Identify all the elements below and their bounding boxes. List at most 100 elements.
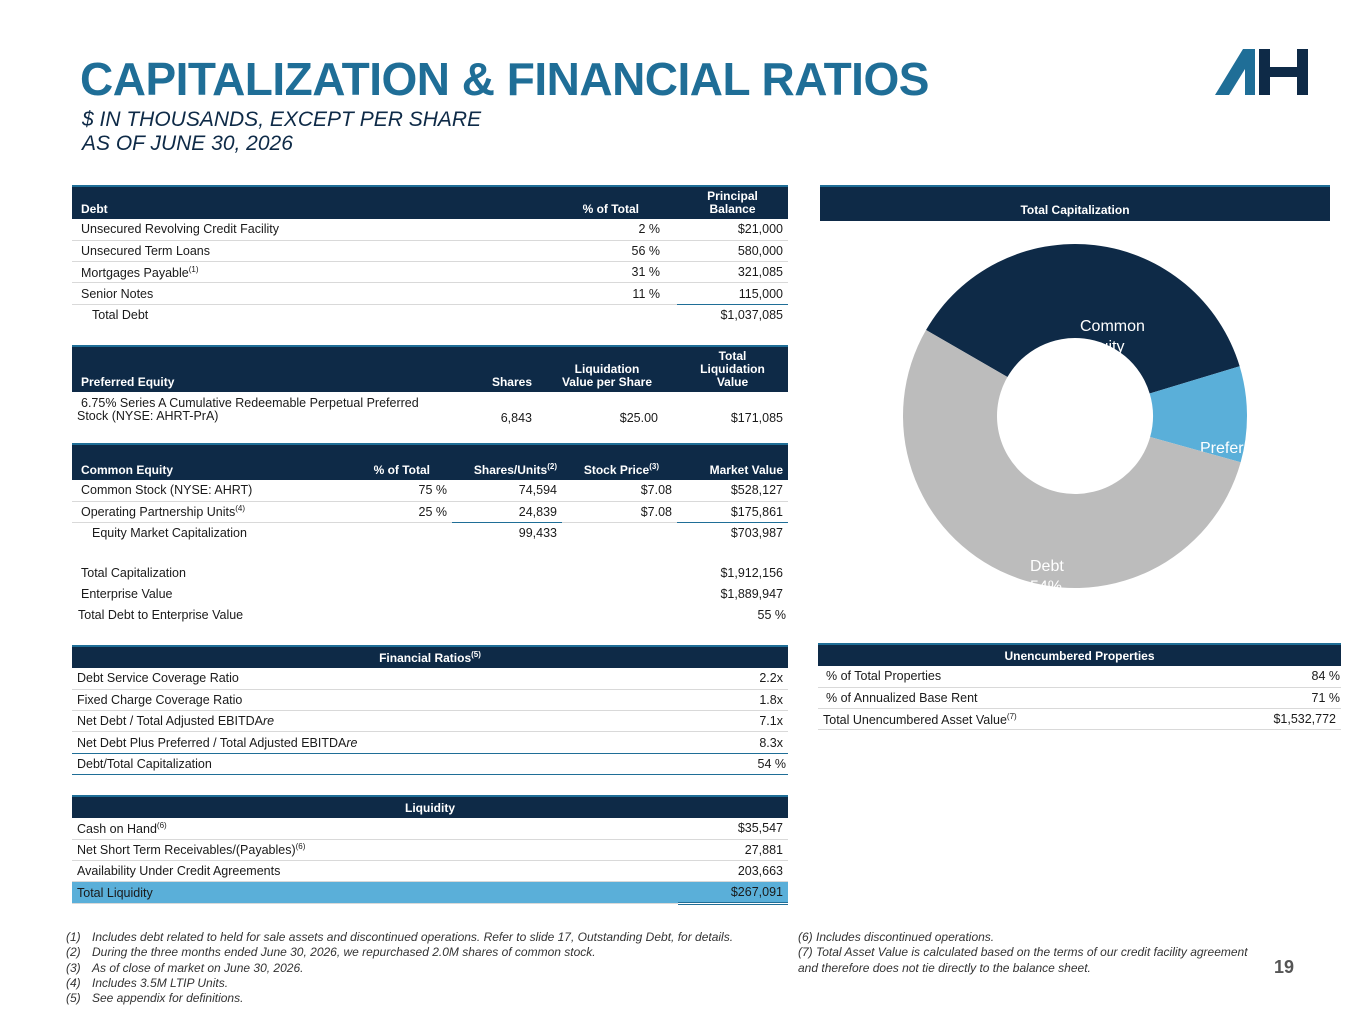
financial-ratios-header: Financial Ratios [379, 651, 472, 665]
preferred-shares: 6,843 [500, 411, 532, 425]
ratio-value: 54 % [672, 753, 788, 775]
footnote-text: Includes debt related to held for sale a… [92, 930, 734, 944]
debt-header-row: Debt % of Total Principal Balance [72, 185, 788, 219]
debt-row-label: Senior Notes [81, 286, 154, 301]
principal-balance-col-header: Principal Balance [677, 185, 788, 219]
donut-slice-preferred-equity [1149, 366, 1247, 463]
debt-row: Unsecured Term Loans 56 % 580,000 [72, 240, 788, 263]
footnote: (1) Includes debt related to held for sal… [66, 930, 733, 945]
pct-total-col-header: % of Total [522, 185, 677, 219]
chart-title: Total Capitalization [820, 185, 1330, 221]
page-number: 19 [1274, 957, 1295, 977]
ratio-label-suffix: re [262, 714, 275, 729]
common-row-pct: 25 % [354, 501, 452, 524]
common-row-price: $7.08 [562, 480, 677, 502]
footnote-text: During the three months ended June 30, 2… [92, 945, 596, 960]
common-row-label: Operating Partnership Units [81, 505, 236, 520]
donut-label-debt: Debt 54% [1030, 558, 1064, 596]
common-row-shares: 24,839 [452, 501, 562, 524]
shares-col-header: Shares [462, 345, 537, 392]
enterprise-value-value: $1,889,947 [720, 586, 783, 601]
footnote-marker: (7) [1006, 711, 1017, 721]
common-row-label: Common Stock (NYSE: AHRT) [81, 483, 253, 498]
page-subtitle-units: $ IN THOUSANDS, EXCEPT PER SHARE [82, 108, 482, 131]
footnote-marker: (6) [156, 820, 167, 830]
footnote-marker: (5) [471, 650, 481, 659]
preferred-equity-table: Preferred Equity Shares Liquidation Value… [72, 345, 788, 428]
common-row-value: $528,127 [677, 480, 788, 502]
market-value-col-header: Market Value [677, 443, 788, 480]
donut-slice-debt [902, 330, 1241, 589]
unencumbered-value: $1,532,772 [1218, 708, 1341, 731]
unencumbered-header: Unencumbered Properties [818, 643, 1341, 666]
footnote: (4) Includes 3.5M LTIP Units. [66, 976, 733, 991]
ratio-value: 1.8x [672, 689, 788, 712]
unencumbered-label: Total Unencumbered Asset Value [823, 712, 1007, 727]
debt-row-balance: 115,000 [677, 282, 788, 305]
liquidity-row: Cash on Hand(6) $35,547 [72, 818, 788, 840]
total-liquidity-label: Total Liquidity [72, 881, 678, 904]
liquidity-row: Availability Under Credit Agreements 203… [72, 860, 788, 883]
footnote: (2) During the three months ended June 30… [66, 945, 733, 960]
footnotes-right: (6) Includes discontinued operations. (7… [798, 930, 1248, 976]
total-liquidity-value: $267,091 [678, 881, 788, 905]
footnote-number: (2) [66, 945, 81, 960]
footnote-number: (5) [66, 991, 81, 1006]
debt-to-ev-label: Total Debt to Enterprise Value [78, 608, 244, 623]
liquidity-label: Net Short Term Receivables/(Payables) [77, 843, 296, 858]
unencumbered-label: % of Annualized Base Rent [818, 687, 1218, 710]
ratio-label: Fixed Charge Coverage Ratio [72, 689, 672, 712]
ratio-value: 7.1x [672, 710, 788, 733]
total-capitalization-label: Total Capitalization [81, 565, 186, 580]
common-row: Operating Partnership Units(4) 25 % 24,8… [72, 501, 788, 524]
ratio-row: Debt/Total Capitalization 54 % [72, 753, 788, 775]
common-row-shares: 74,594 [452, 480, 562, 502]
pct-total-col-header: % of Total [354, 443, 452, 480]
unencumbered-table: Unencumbered Properties % of Total Prope… [818, 643, 1341, 731]
liquidity-row: Net Short Term Receivables/(Payables)(6)… [72, 839, 788, 862]
debt-to-ev-value: 55 % [757, 608, 787, 623]
equity-market-cap-label: Equity Market Capitalization [92, 526, 247, 541]
total-capitalization-value: $1,912,156 [720, 565, 783, 580]
debt-row-balance: 580,000 [677, 240, 788, 263]
debt-table: Debt % of Total Principal Balance Unsecur… [72, 185, 788, 325]
liquidity-table: Liquidity Cash on Hand(6) $35,547 Net Sh… [72, 795, 788, 905]
debt-row-pct: 2 % [522, 219, 677, 241]
stock-price-col-header: Stock Price [583, 463, 650, 477]
common-col-header: Common Equity [72, 443, 354, 480]
preferred-per-share: $25.00 [619, 411, 658, 425]
common-row-pct: 75 % [354, 480, 452, 502]
total-liquidity-row: Total Liquidity $267,091 [72, 881, 788, 905]
liquidation-per-share-col-header: Liquidation Value per Share [537, 345, 677, 392]
ratio-row: Fixed Charge Coverage Ratio 1.8x [72, 689, 788, 712]
shares-units-col-header: Shares/Units [473, 463, 548, 477]
footnote: (6) Includes discontinued operations. [798, 930, 995, 944]
ratio-row: Net Debt Plus Preferred / Total Adjusted… [72, 731, 788, 754]
common-row-value: $175,861 [677, 501, 788, 524]
ratio-label: Debt Service Coverage Ratio [72, 668, 672, 690]
unencumbered-value: 71 % [1218, 687, 1341, 710]
liquidity-value: 203,663 [678, 860, 788, 883]
enterprise-value-row: Enterprise Value $1,889,947 [72, 583, 788, 604]
donut-slice-common-equity [926, 243, 1240, 394]
ratio-label: Net Debt / Total Adjusted EBITDA [77, 714, 263, 729]
ratio-label: Net Debt Plus Preferred / Total Adjusted… [77, 735, 347, 750]
debt-total-label: Total Debt [92, 308, 149, 323]
preferred-row: 6.75% Series A Cumulative Redeemable Per… [72, 392, 788, 428]
footnote-marker: (4) [235, 504, 246, 514]
unencumbered-row: Total Unencumbered Asset Value(7) $1,532… [818, 708, 1341, 731]
footnote-number: (4) [66, 975, 81, 990]
footnote-marker: (3) [649, 462, 659, 471]
debt-row: Senior Notes 11 % 115,000 [72, 282, 788, 305]
common-row: Common Stock (NYSE: AHRT) 75 % 74,594 $7… [72, 480, 788, 502]
equity-market-cap-row: Equity Market Capitalization 99,433 $703… [72, 523, 788, 544]
preferred-label-line2: Stock (NYSE: AHRT-PrA) [77, 409, 219, 423]
footnote-text: Includes 3.5M LTIP Units. [92, 975, 229, 990]
enterprise-value-label: Enterprise Value [81, 586, 173, 601]
debt-row: Unsecured Revolving Credit Facility 2 % … [72, 219, 788, 241]
debt-row: Mortgages Payable(1) 31 % 321,085 [72, 261, 788, 284]
preferred-header-row: Preferred Equity Shares Liquidation Value… [72, 345, 788, 392]
debt-row-balance: $21,000 [677, 219, 788, 241]
footnote-marker: (2) [547, 462, 557, 471]
liquidity-label: Cash on Hand [77, 821, 157, 836]
